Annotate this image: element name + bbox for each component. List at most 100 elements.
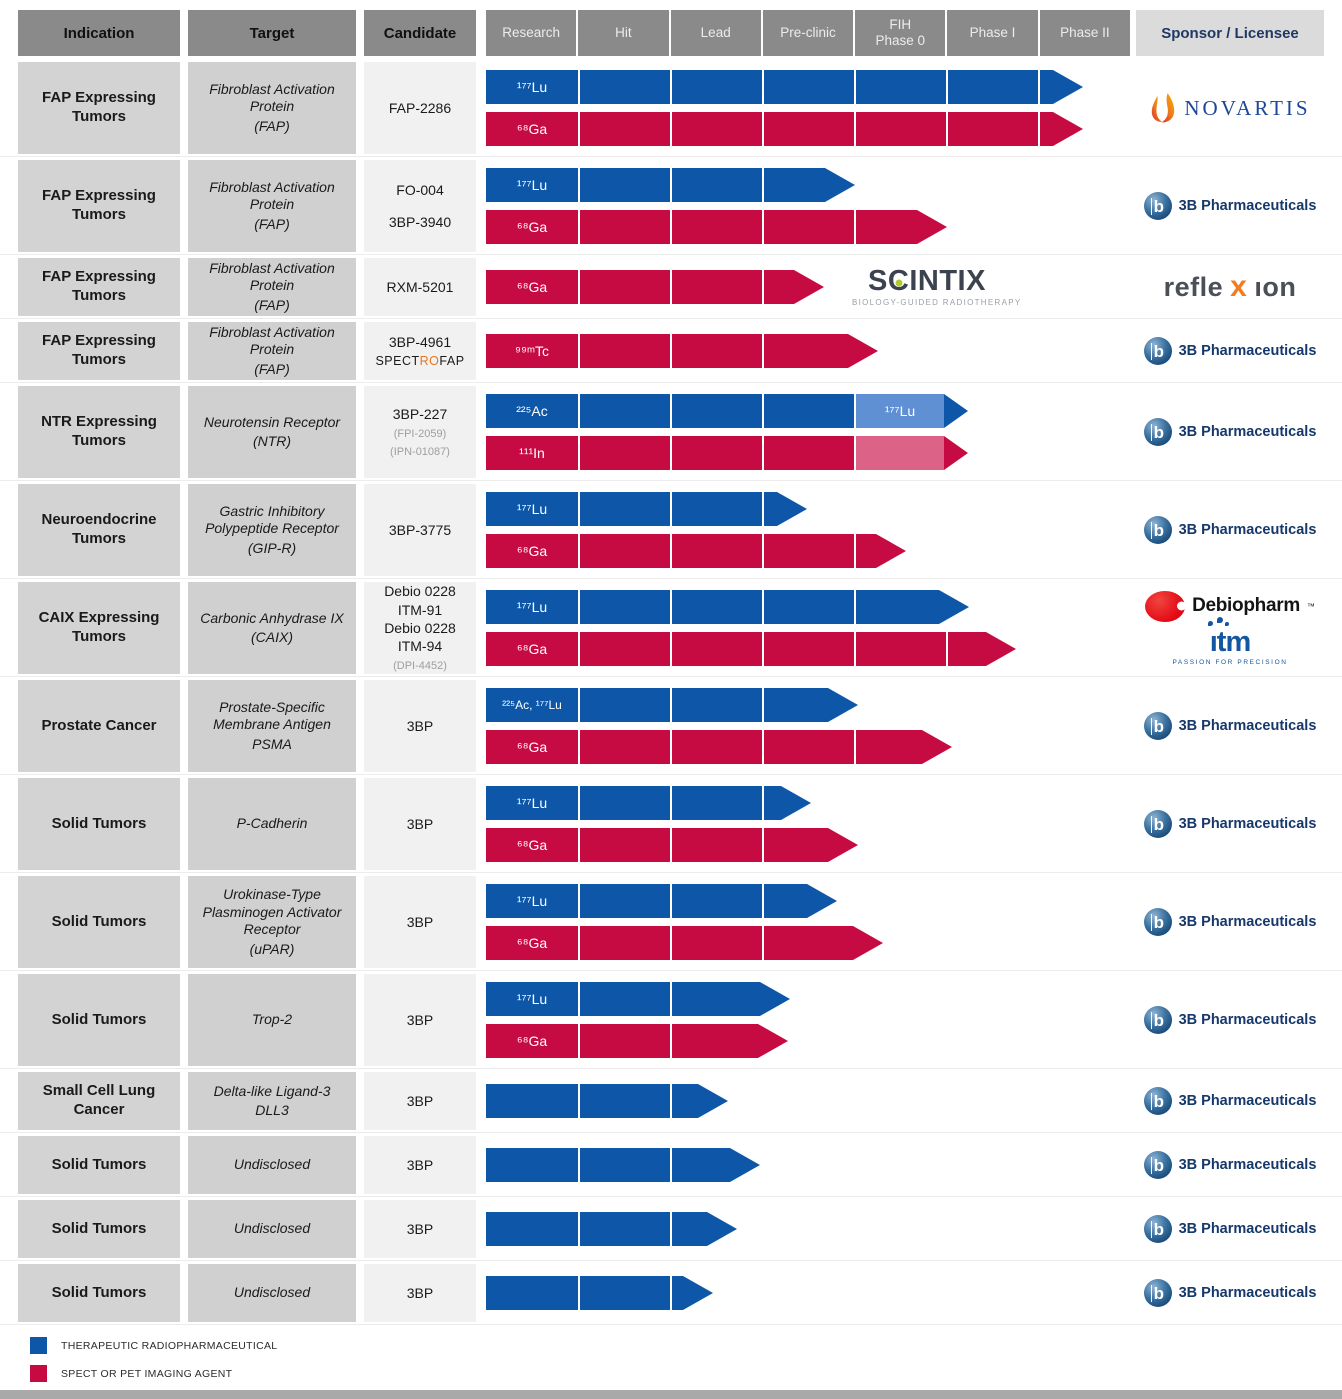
candidate-cell: 3BP [364,1136,476,1194]
phase-divider [762,688,764,722]
phase-divider [854,70,856,104]
phase-divider [762,786,764,820]
target-cell: Carbonic Anhydrase IX (CAIX) [188,582,356,674]
arrow-tip-icon [944,394,968,428]
scintix-wordmark: SCINTIX [852,267,1002,296]
candidate-line: RXM-5201 [386,278,454,295]
target-line: Undisclosed [233,1284,311,1301]
phase-track [486,1136,1130,1194]
candidate-cell: 3BP [364,778,476,870]
candidate-line: 3BP [406,717,434,734]
target-line: (GIP-R) [247,539,297,556]
indication-cell: Solid Tumors [18,1264,180,1322]
phase-divider [578,112,580,146]
debiopharm-dot-icon [1177,601,1187,611]
reflexion-logo: refle x ıon [1164,270,1297,304]
phase-track: ¹⁷⁷Lu ⁶⁸Ga [486,62,1130,154]
arrow-body [486,1276,683,1310]
target-line: Prostate-Specific Membrane Antigen [213,698,331,733]
3b-wordmark: 3B Pharmaceuticals [1178,1285,1317,1301]
3b-pharmaceuticals-logo: b 3B Pharmaceuticals [1143,712,1316,740]
indication-cell: CAIX Expressing Tumors [18,582,180,674]
phase-divider [762,210,764,244]
phase-divider [578,492,580,526]
arrow-body: ²²⁵Ac, ¹⁷⁷Lu [486,688,828,722]
isotope-label: ¹⁷⁷Lu [516,501,548,517]
3b-wordmark: 3B Pharmaceuticals [1178,198,1317,214]
phase-track [486,1264,1130,1322]
candidate-cell: 3BP [364,974,476,1066]
phase-divider [762,492,764,526]
phase-track: ²²⁵Ac, ¹⁷⁷Lu ⁶⁸Ga [486,680,1130,772]
therapeutic-arrow: ¹⁷⁷Lu ²²⁵Ac [486,394,1130,428]
pipeline-row: Small Cell Lung Cancer Delta-like Ligand-… [0,1072,1342,1133]
spectrofap-text: FAP [439,353,465,368]
candidate-line: FO-004 [396,181,444,198]
indication-cell: Solid Tumors [18,778,180,870]
3b-pharmaceuticals-logo: b 3B Pharmaceuticals [1143,418,1316,446]
legend-item-therapeutic: THERAPEUTIC RADIOPHARMACEUTICAL [30,1337,1342,1354]
itm-dot-icon [1224,621,1229,626]
therapeutic-arrow: ¹⁷⁷Lu [486,70,1130,104]
imaging-arrow: ¹¹¹In [486,436,1130,470]
3b-pharmaceuticals-logo: b 3B Pharmaceuticals [1143,1006,1316,1034]
phase-divider [762,436,764,470]
target-line: (NTR) [252,433,292,449]
pipeline-row: Solid Tumors P-Cadherin 3BP ¹⁷⁷Lu ⁶⁸Ga b 3B Ph… [0,778,1342,873]
candidate-line: FAP-2286 [388,99,452,116]
sponsor-cell: b 3B Pharmaceuticals [1136,1200,1324,1258]
pipeline-row: Solid Tumors Trop-2 3BP ¹⁷⁷Lu ⁶⁸Ga b 3B Pharma… [0,974,1342,1069]
target-line: DLL3 [255,1102,289,1118]
pipeline-row: Prostate Cancer Prostate-Specific Membran… [0,680,1342,775]
target-line: (FAP) [254,296,290,313]
phase-divider [1038,112,1040,146]
3b-pharmaceuticals-logo: b 3B Pharmaceuticals [1143,810,1317,838]
sponsor-cell: NOVARTIS [1136,62,1324,154]
arrow-tip-icon [986,632,1016,666]
indication-cell: FAP Expressing Tumors [18,160,180,252]
pipeline-rows: FAP Expressing Tumors Fibroblast Activati… [0,62,1342,1325]
target-line: Fibroblast Activation Protein [209,323,335,358]
candidate-line: 3BP [406,1092,434,1109]
phase-divider [670,1024,672,1058]
phase-header-hit: Hit [578,10,669,56]
phase-divider [762,334,764,368]
target-line: (FAP) [254,215,290,232]
arrow-body: ¹⁷⁷Lu [486,590,939,624]
phase-divider [670,1212,672,1246]
phase-divider [670,112,672,146]
therapeutic-arrow: ¹⁷⁷Lu [486,982,1130,1016]
phase-divider [578,828,580,862]
indication-cell: Prostate Cancer [18,680,180,772]
arrow-tip-icon [825,168,855,202]
isotope-label: ¹⁷⁷Lu [516,893,548,909]
phase-divider [578,982,580,1016]
candidate-cell: 3BP-227 (FPI-2059) (IPN-01087) [364,386,476,478]
phase-divider [578,730,580,764]
phase-divider [578,884,580,918]
phase-divider [578,334,580,368]
arrow-tip-icon [828,828,858,862]
target-cell: Undisclosed [188,1200,356,1258]
phase-header-label: FIH [889,17,912,33]
indication-cell: Neuroendocrine Tumors [18,484,180,576]
phase-header-lead: Lead [670,10,761,56]
phase-divider [762,270,764,304]
target-line: (FAP) [254,117,290,134]
phase-divider [670,632,672,666]
phase-divider [670,168,672,202]
trademark-symbol: ™ [1306,601,1315,611]
candidate-cell: 3BP [364,876,476,968]
phase-divider [670,730,672,764]
phase-divider [578,270,580,304]
3b-sphere-icon: b [1143,1279,1172,1307]
3b-wordmark: 3B Pharmaceuticals [1178,816,1317,832]
light-segment: ¹⁷⁷Lu [856,394,944,428]
phase-divider [762,168,764,202]
pipeline-row: Neuroendocrine Tumors Gastric Inhibitory … [0,484,1342,579]
phase-divider [578,926,580,960]
arrow-tip-icon [922,730,952,764]
itm-dot-icon [1207,620,1213,626]
phase-divider [670,786,672,820]
phase-divider [762,828,764,862]
